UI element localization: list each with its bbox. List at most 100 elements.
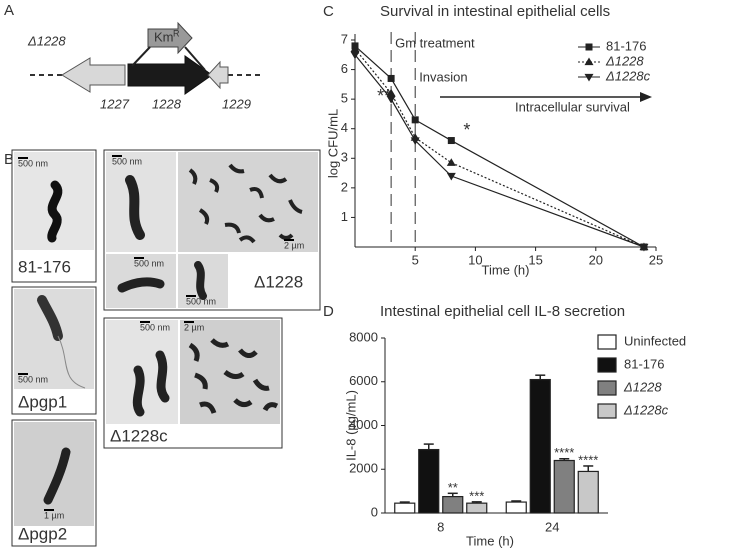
annotation: Gm treatment xyxy=(395,35,475,50)
annotation: Intracellular survival xyxy=(515,99,630,114)
micrograph xyxy=(178,152,318,252)
y-tick-label: 7 xyxy=(341,31,348,46)
y-tick-label: 8000 xyxy=(349,329,378,344)
insert-line xyxy=(131,46,151,67)
flagellum xyxy=(57,335,86,389)
gene-label: 1227 xyxy=(100,96,130,111)
micrographs xyxy=(11,149,321,547)
gene-1229 xyxy=(207,60,229,90)
x-tick-label: 10 xyxy=(468,252,482,267)
significance-label: **** xyxy=(578,452,598,467)
gene-label: 1229 xyxy=(222,96,251,111)
y-tick-label: 6 xyxy=(341,61,348,76)
x-tick-label: 8 xyxy=(437,519,444,534)
y-tick-label: 6000 xyxy=(349,373,378,388)
legend-label: 81-176 xyxy=(624,356,664,371)
bacterium xyxy=(125,175,145,240)
marker xyxy=(410,137,420,146)
bacteria xyxy=(188,163,303,244)
legend-marker xyxy=(584,73,594,82)
panel-letter: A xyxy=(4,2,14,19)
marker xyxy=(387,74,395,82)
bacterium xyxy=(117,277,165,293)
bar xyxy=(442,495,464,514)
marker xyxy=(639,243,649,252)
legend-label: Δ1228 xyxy=(605,53,644,68)
panel-letter: B xyxy=(4,151,14,168)
legend-swatch xyxy=(597,357,617,373)
gene-label: 1228 xyxy=(152,96,182,111)
legend-marker xyxy=(585,43,593,51)
y-tick-label: 0 xyxy=(371,504,378,519)
marker xyxy=(411,116,419,124)
annotation: Invasion xyxy=(419,69,467,84)
gene-1228 xyxy=(127,55,213,95)
bar xyxy=(553,459,575,514)
x-tick-label: 20 xyxy=(589,252,603,267)
legend-swatch xyxy=(597,380,617,396)
y-axis-label: log CFU/mL xyxy=(325,109,340,178)
scale-label: 500 nm xyxy=(186,296,216,306)
significance-label: ** xyxy=(448,480,458,495)
panel-letter: C xyxy=(323,3,334,20)
legend-label: Δ1228 xyxy=(623,379,662,394)
y-tick-label: 4 xyxy=(341,120,348,135)
y-tick-label: 2000 xyxy=(349,461,378,476)
legend-swatch xyxy=(597,403,617,419)
bar xyxy=(466,502,488,514)
bacterium xyxy=(194,261,207,300)
y-tick-label: 4000 xyxy=(349,417,378,432)
marker xyxy=(350,51,360,60)
x-tick-label: 25 xyxy=(649,252,663,267)
bar xyxy=(529,378,551,514)
scale-label: 2 µm xyxy=(284,240,304,250)
x-tick-label: 5 xyxy=(412,252,419,267)
x-tick-label: 24 xyxy=(545,519,559,534)
x-tick-label: 15 xyxy=(528,252,542,267)
series-line xyxy=(354,48,645,248)
bacterium xyxy=(43,447,71,505)
y-axis-label: IL-8 (pg/mL) xyxy=(343,390,358,461)
image-label: Δpgp1 xyxy=(18,392,67,411)
scale-label: 2 µm xyxy=(184,322,204,332)
marker xyxy=(446,158,456,166)
panel-letter: D xyxy=(323,303,334,320)
bar xyxy=(394,502,416,514)
insert-line xyxy=(184,46,206,71)
legend-marker xyxy=(584,57,594,66)
gene-1227 xyxy=(61,57,126,93)
y-tick-label: 2 xyxy=(341,179,348,194)
strain-label: Δ1228 xyxy=(27,33,66,48)
marker xyxy=(386,95,396,104)
bacterium xyxy=(37,295,63,341)
legend-label: Uninfected xyxy=(624,333,686,348)
marker xyxy=(447,137,455,145)
annotation: ** xyxy=(377,86,391,106)
bacterium xyxy=(47,180,63,243)
legend-swatch xyxy=(597,334,617,350)
annotation: * xyxy=(463,120,470,140)
scale-label: 500 nm xyxy=(18,158,48,168)
cassette-label: Km xyxy=(154,29,174,44)
bar xyxy=(505,501,527,514)
y-tick-label: 1 xyxy=(341,209,348,224)
significance-label: **** xyxy=(554,445,574,460)
scale-label: 500 nm xyxy=(140,322,170,332)
bacteria xyxy=(188,338,279,414)
arrow-head xyxy=(640,92,652,102)
chart-title: Survival in intestinal epithelial cells xyxy=(380,3,610,20)
y-tick-label: 3 xyxy=(341,150,348,165)
scale-label: 500 nm xyxy=(134,258,164,268)
scale-label: 500 nm xyxy=(112,156,142,166)
series-line xyxy=(354,54,645,248)
marker xyxy=(350,44,360,53)
scale-label: 500 nm xyxy=(18,374,48,384)
image-label: 81-176 xyxy=(18,257,71,276)
bar xyxy=(577,470,599,514)
image-label: Δ1228c xyxy=(110,426,168,445)
y-tick-label: 5 xyxy=(341,91,348,106)
legend-label: 81-176 xyxy=(606,38,646,53)
micrograph xyxy=(14,422,94,526)
scale-label: 1 µm xyxy=(44,510,64,520)
